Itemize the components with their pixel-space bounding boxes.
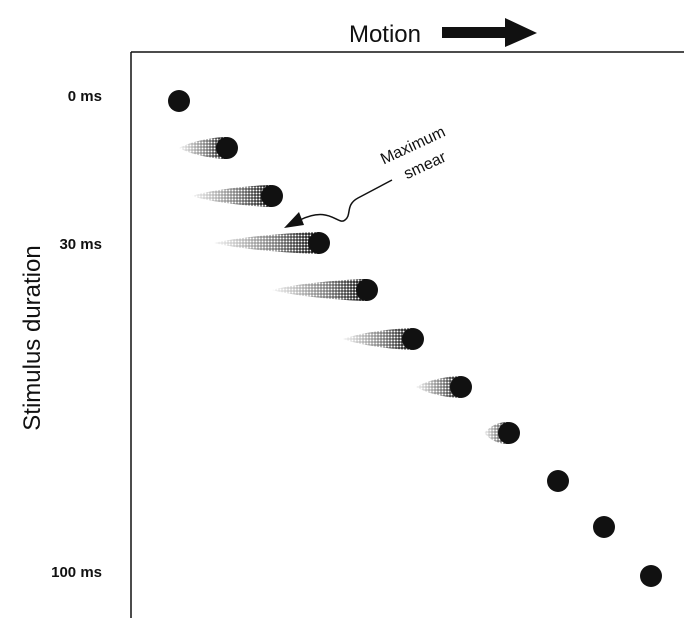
tick-label: 30 ms bbox=[59, 236, 102, 253]
y-axis-label: Stimulus duration bbox=[19, 245, 46, 430]
smear bbox=[416, 376, 461, 398]
stimuli bbox=[168, 90, 662, 587]
stimulus-dot bbox=[498, 422, 520, 444]
stimulus-dot bbox=[356, 279, 378, 301]
stimulus-dot bbox=[547, 470, 569, 492]
stimulus-dot bbox=[308, 232, 330, 254]
smear bbox=[272, 279, 367, 301]
stimulus-dot bbox=[450, 376, 472, 398]
stimulus-dot bbox=[216, 137, 238, 159]
smear bbox=[343, 328, 413, 350]
tick-label: 100 ms bbox=[51, 564, 102, 581]
stimulus-dot bbox=[402, 328, 424, 350]
annotation-arrow bbox=[299, 179, 393, 222]
motion-arrow bbox=[442, 18, 537, 47]
stimulus-dot bbox=[168, 90, 190, 112]
motion-label: Motion bbox=[349, 21, 421, 48]
smear bbox=[179, 137, 227, 159]
smear bbox=[214, 232, 319, 254]
tick-label: 0 ms bbox=[68, 88, 102, 105]
smear bbox=[192, 185, 272, 207]
annotation-arrowhead bbox=[284, 212, 304, 228]
stimulus-dot bbox=[593, 516, 615, 538]
stimulus-dot bbox=[640, 565, 662, 587]
stimulus-dot bbox=[261, 185, 283, 207]
